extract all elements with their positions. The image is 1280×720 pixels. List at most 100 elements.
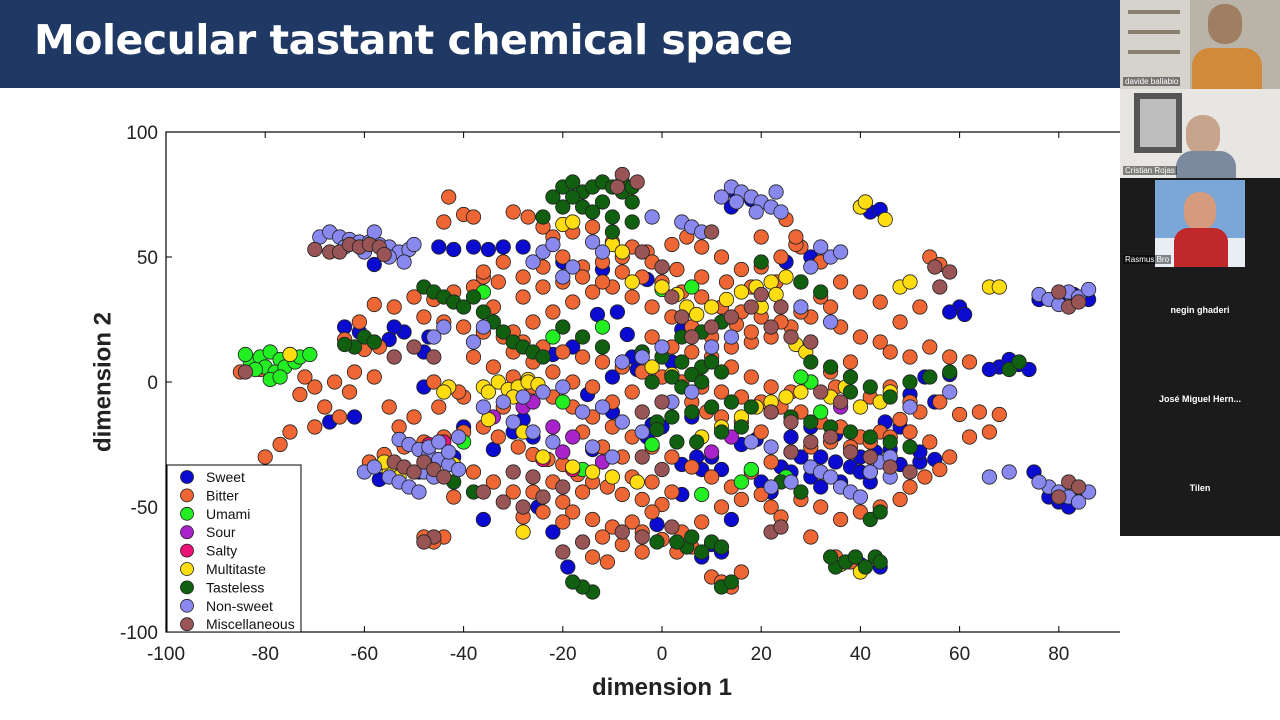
data-point [584,379,601,395]
data-point [902,464,918,480]
tick-labels: -100-80-60-40-20020406080100100500-50-10… [120,123,1069,665]
legend-marker [180,488,194,503]
data-point [237,364,253,380]
data-point [574,349,591,365]
data-point [822,314,839,330]
data-point [406,464,422,480]
data-point [465,349,482,365]
data-point [981,469,998,485]
data-point [689,434,705,450]
participant-tile[interactable]: Tilen [1120,445,1280,534]
legend-marker [180,617,194,632]
data-point [336,336,353,353]
data-point [297,369,313,385]
data-point [272,369,288,385]
data-point [565,174,581,190]
data-point [763,319,779,335]
data-point [604,209,621,225]
data-point [520,209,536,225]
data-point [644,299,660,315]
data-point [604,224,621,240]
data-point [436,469,452,485]
data-point [594,529,611,545]
participant-tile[interactable]: davide ballabio [1120,0,1280,89]
data-point [857,194,874,210]
data-point [733,419,750,435]
data-point [599,554,616,570]
data-point [902,374,918,390]
data-point [793,369,809,385]
data-point [694,239,710,255]
data-point [902,479,918,495]
data-point [803,529,819,545]
data-point [743,324,759,340]
data-point [852,284,869,300]
data-point [927,259,943,275]
data-point [455,299,472,315]
data-point [441,444,457,460]
data-point [465,464,482,480]
x-tick-label: 80 [1048,644,1069,665]
data-point [426,374,442,390]
participant-name: Cristian Rojas [1123,166,1177,175]
data-point [703,299,720,315]
data-point [545,419,561,435]
x-tick-label: -60 [351,644,378,665]
data-point [346,409,363,425]
data-point [942,304,958,320]
data-point [545,304,561,320]
legend-marker [180,506,194,521]
data-point [465,239,482,255]
data-point [634,491,650,508]
slide-title: Molecular tastant chemical space [34,16,793,64]
data-point [892,411,908,428]
data-point [753,424,769,440]
data-point [366,256,382,273]
data-point [505,414,521,430]
participant-tile[interactable]: José Miguel Hern... [1120,356,1280,445]
participant-tile[interactable]: negin ghaderi [1120,267,1280,356]
y-tick-label: 100 [126,123,158,144]
data-point [584,204,601,220]
data-point [733,474,750,490]
data-point [574,329,591,345]
data-point [455,319,472,335]
data-point [763,454,779,470]
data-point [525,469,541,485]
data-point [694,289,710,305]
data-point [480,241,496,258]
data-point [763,379,779,395]
data-point [803,434,819,450]
data-point [684,529,700,545]
data-point [624,274,640,290]
data-point [813,239,829,255]
data-point [416,309,432,325]
data-point [555,544,571,560]
legend-label: Multitaste [206,561,266,577]
data-point [341,384,358,400]
data-point [743,434,759,450]
data-point [565,294,581,310]
participant-tile[interactable]: Rasmus Bro [1120,178,1280,267]
y-tick-label: -50 [131,498,158,519]
data-point [624,194,640,210]
data-point [822,299,839,315]
data-point [594,319,611,335]
data-point [922,434,938,450]
data-point [942,364,958,380]
data-point [1071,294,1087,310]
data-point [852,329,869,345]
data-point [654,339,670,355]
data-point [733,564,750,580]
data-point [450,429,467,445]
x-axis-label: dimension 1 [592,674,732,701]
participant-tile[interactable]: Cristian Rojas [1120,89,1280,178]
data-point [475,304,491,320]
data-point [475,484,491,500]
data-point [644,359,660,375]
data-point [703,469,720,485]
data-point [733,491,750,508]
data-point [634,404,650,420]
data-point [842,369,859,385]
data-point [1071,494,1087,510]
